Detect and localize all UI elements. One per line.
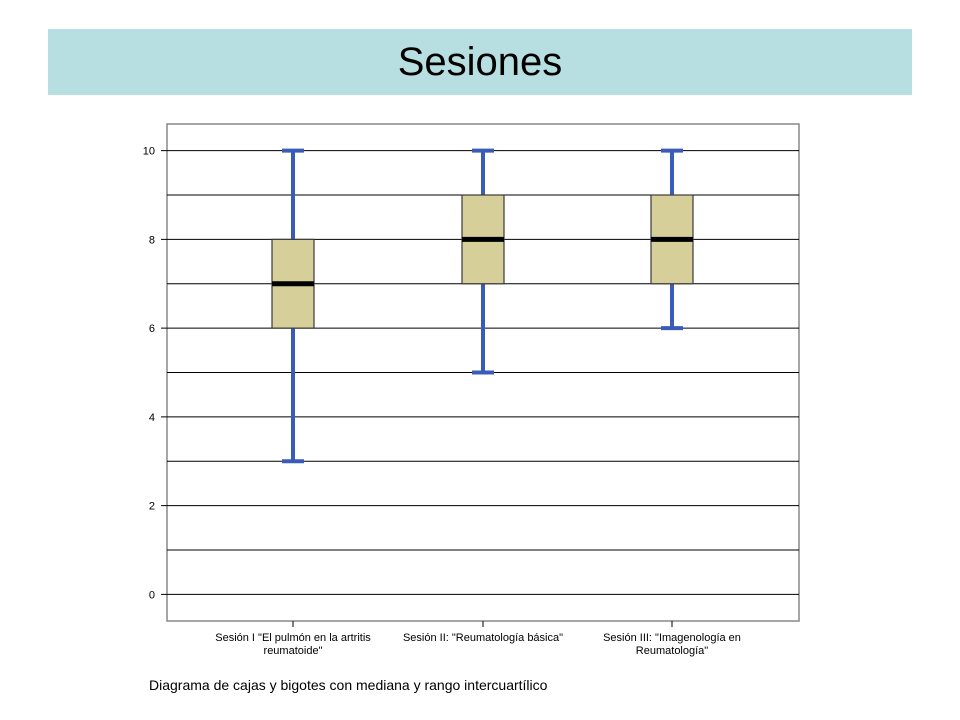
y-tick-label: 8 xyxy=(149,234,155,246)
x-tick-label: Sesión I "El pulmón en la artritis reumat… xyxy=(215,632,371,657)
y-tick-label: 0 xyxy=(149,589,155,601)
x-tick-label-line: reumatoide" xyxy=(264,645,323,657)
x-tick-label-line: Sesión II: "Reumatología básica" xyxy=(403,632,563,644)
y-tick-label: 10 xyxy=(143,146,155,158)
x-tick-label: Sesión III: "Imagenología en Reumatología… xyxy=(603,632,741,657)
x-tick-label-line: Sesión I "El pulmón en la artritis xyxy=(215,632,371,644)
y-tick-label: 2 xyxy=(149,501,155,513)
title-bar: Sesiones xyxy=(48,29,912,95)
slide-title: Sesiones xyxy=(397,40,563,84)
chart-caption: Diagrama de cajas y bigotes con mediana … xyxy=(149,677,548,693)
x-tick-label: Sesión II: "Reumatología básica" xyxy=(403,632,563,644)
y-tick-label: 4 xyxy=(149,412,155,424)
x-tick-label-line: Sesión III: "Imagenología en xyxy=(603,632,741,644)
x-tick-label-line: Reumatología" xyxy=(636,645,708,657)
y-tick-label: 6 xyxy=(149,323,155,335)
